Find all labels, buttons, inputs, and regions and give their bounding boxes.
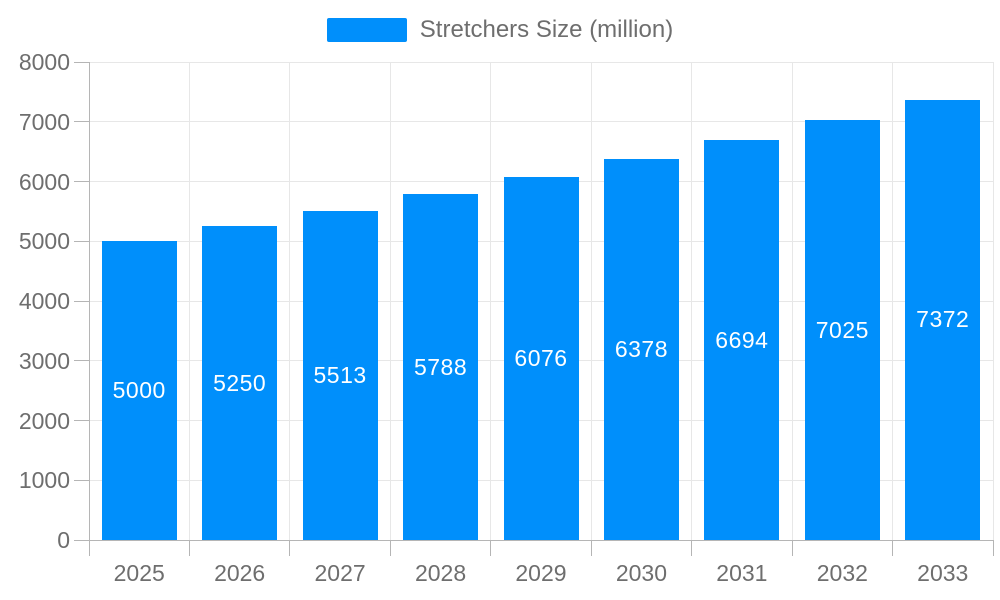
gridline-vertical <box>892 62 894 540</box>
y-axis-label: 8000 <box>18 49 70 75</box>
bar-value-label: 5513 <box>313 361 367 388</box>
bar-value-label: 5788 <box>413 353 468 380</box>
y-axis-label: 5000 <box>18 228 70 255</box>
x-axis-tick <box>892 540 894 556</box>
bar[interactable]: 7372 <box>905 99 981 540</box>
x-axis-tick <box>791 540 793 556</box>
bar-value-label: 7372 <box>916 306 970 333</box>
x-axis-label: 2028 <box>414 560 467 586</box>
gridline-vertical <box>188 62 190 540</box>
x-axis-label: 2032 <box>816 560 868 586</box>
bar[interactable]: 7025 <box>804 120 880 540</box>
y-axis-label: 6000 <box>18 168 70 195</box>
bar[interactable]: 5250 <box>202 226 278 540</box>
y-axis-label: 2000 <box>18 407 70 434</box>
bar[interactable]: 5000 <box>101 241 177 540</box>
y-axis-label: 0 <box>57 527 70 553</box>
bar[interactable]: 6076 <box>503 176 579 540</box>
x-axis-label: 2030 <box>615 560 668 586</box>
x-axis-label: 2033 <box>917 560 969 586</box>
bar[interactable]: 5788 <box>403 194 479 540</box>
bar-value-label: 6378 <box>614 335 669 362</box>
x-axis-tick <box>389 540 391 556</box>
bar-value-label: 5000 <box>112 377 166 404</box>
x-axis-tick <box>188 540 190 556</box>
bar[interactable]: 6378 <box>603 158 679 540</box>
x-axis-label: 2027 <box>314 560 366 586</box>
y-axis-tick <box>74 479 89 481</box>
x-axis-tick <box>691 540 693 556</box>
gridline-vertical <box>791 62 793 540</box>
x-axis-label: 2029 <box>515 560 567 586</box>
x-axis-tick <box>992 540 994 556</box>
gridline-horizontal <box>89 121 993 123</box>
legend-label: Stretchers Size (million) <box>419 16 674 43</box>
bar-value-label: 6694 <box>715 326 769 353</box>
gridline-vertical <box>289 62 291 540</box>
x-axis-tick <box>590 540 592 556</box>
legend-marker <box>326 18 407 42</box>
gridline-vertical <box>590 62 592 540</box>
x-axis-label: 2026 <box>214 560 266 586</box>
legend-item[interactable]: Stretchers Size (million) <box>0 10 1000 50</box>
y-axis-label: 4000 <box>18 288 70 314</box>
gridline-vertical <box>691 62 693 540</box>
y-axis-tick <box>74 61 89 63</box>
gridline-vertical <box>389 62 391 540</box>
bar-value-label: 5250 <box>213 369 267 396</box>
y-axis-line <box>88 62 90 556</box>
x-axis-label: 2031 <box>716 560 768 586</box>
gridline-horizontal <box>89 539 993 541</box>
y-axis-label: 7000 <box>18 108 70 135</box>
y-axis-label: 1000 <box>18 467 70 494</box>
bar[interactable]: 5513 <box>302 210 378 540</box>
y-axis-tick <box>74 300 89 302</box>
gridline-horizontal <box>89 61 993 63</box>
y-axis-label: 3000 <box>18 347 70 374</box>
y-axis-tick <box>74 181 89 182</box>
x-axis-label: 2025 <box>113 560 165 586</box>
gridline-vertical <box>992 62 994 540</box>
bar-value-label: 7025 <box>815 316 869 343</box>
x-axis-tick <box>490 540 492 556</box>
y-axis-tick <box>74 539 89 541</box>
bar-value-label: 6076 <box>514 344 568 371</box>
y-axis-tick <box>74 420 89 421</box>
bar[interactable]: 6694 <box>704 140 780 540</box>
gridline-vertical <box>490 62 492 540</box>
x-axis-tick <box>289 540 291 556</box>
y-axis-tick <box>74 360 89 362</box>
y-axis-tick <box>74 121 89 123</box>
y-axis-tick <box>74 240 89 242</box>
